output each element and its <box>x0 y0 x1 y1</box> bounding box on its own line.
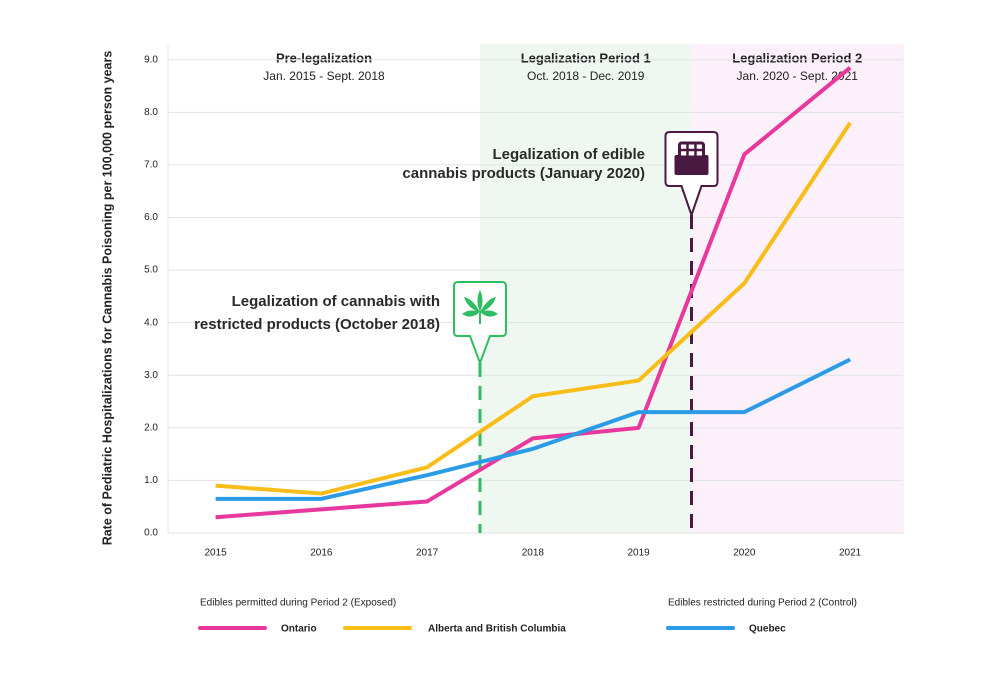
period-subtitle: Oct. 2018 - Dec. 2019 <box>527 69 645 83</box>
y-tick-label: 3.0 <box>144 370 158 381</box>
edible-icon <box>674 155 709 175</box>
series-line <box>215 66 852 520</box>
event-markers: Legalization of cannabis with restricted … <box>194 131 719 533</box>
x-tick-label: 2020 <box>733 548 756 559</box>
y-axis-title: Rate of Pediatric Hospitalizations for C… <box>100 51 114 546</box>
edible-icon <box>679 143 704 157</box>
period-background <box>691 44 903 533</box>
y-tick-label: 5.0 <box>144 265 158 276</box>
x-tick-label: 2019 <box>627 548 650 559</box>
y-tick-label: 1.0 <box>144 475 158 486</box>
period-title: Legalization Period 2 <box>732 50 862 65</box>
y-tick-label: 6.0 <box>144 212 158 223</box>
period-title: Legalization Period 1 <box>521 50 651 65</box>
y-tick-label: 9.0 <box>144 54 158 65</box>
x-tick-label: 2018 <box>522 548 545 559</box>
x-tick-label: 2021 <box>839 548 862 559</box>
x-tick-label: 2017 <box>416 548 439 559</box>
legend-group: Edibles permitted during Period 2 (Expos… <box>200 598 396 609</box>
y-tick-label: 0.0 <box>144 528 158 539</box>
period-title: Pre-legalization <box>276 50 372 65</box>
legend-label: Alberta and British Columbia <box>428 624 566 635</box>
x-tick-label: 2016 <box>310 548 333 559</box>
period-background <box>168 44 480 533</box>
leaf-icon <box>461 290 498 324</box>
annotation: Legalization of cannabis with <box>232 293 440 310</box>
period-subtitle: Jan. 2015 - Sept. 2018 <box>263 69 385 83</box>
y-tick-label: 7.0 <box>144 160 158 171</box>
annotation: Legalization of edible <box>492 146 645 163</box>
series-line <box>215 357 852 501</box>
x-tick-label: 2015 <box>204 548 227 559</box>
annotation: restricted products (October 2018) <box>194 316 440 333</box>
period-subtitle: Jan. 2020 - Sept. 2021 <box>737 69 859 83</box>
y-tick-label: 2.0 <box>144 422 158 433</box>
y-tick-label: 8.0 <box>144 107 158 118</box>
y-tick-label: 4.0 <box>144 317 158 328</box>
period-background <box>479 44 692 533</box>
legend-label: Quebec <box>749 624 786 635</box>
legend-label: Ontario <box>281 624 317 635</box>
annotation: cannabis products (January 2020) <box>402 165 645 182</box>
series-line <box>215 121 852 496</box>
legend-group: Edibles restricted during Period 2 (Cont… <box>668 598 857 609</box>
